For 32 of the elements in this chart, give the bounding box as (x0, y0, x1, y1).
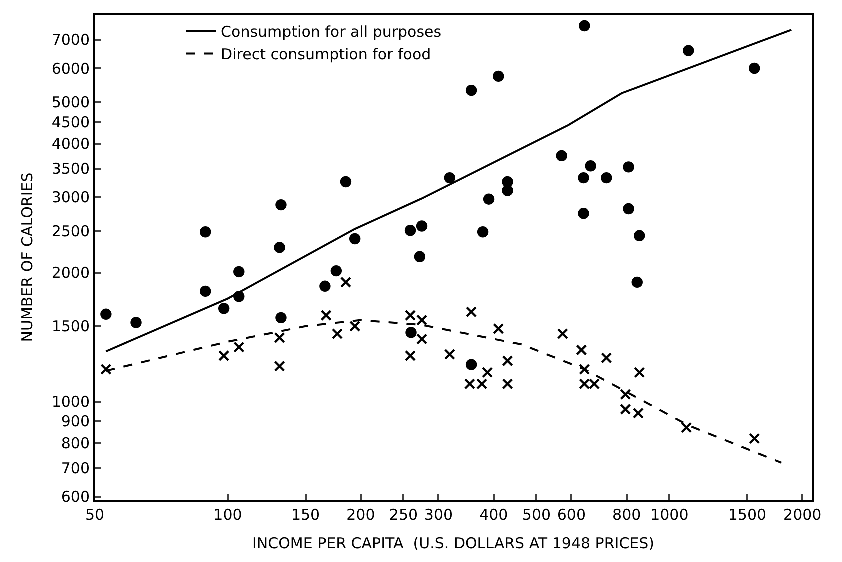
y-tick-label: 2500 (52, 222, 90, 241)
y-axis-title: NUMBER OF CALORIES (18, 172, 37, 342)
y-tick-label: 1500 (52, 318, 90, 336)
x-tick-label: 200 (346, 506, 376, 524)
x-tick-label: 2000 (784, 506, 822, 524)
x-tick-label: 400 (480, 506, 508, 524)
y-tick-label: 7000 (52, 31, 90, 50)
y-tick-label: 5000 (52, 94, 90, 112)
y-tick-label: 800 (61, 434, 90, 453)
x-tick-label: 50 (85, 506, 105, 524)
x-tick-label: 1500 (728, 506, 767, 524)
x-tick-label: 600 (557, 506, 586, 524)
y-tick-label: 4000 (52, 135, 90, 154)
x-axis-title: INCOME PER CAPITA (U.S. DOLLARS AT 1948 PRICES) (252, 534, 655, 552)
x-tick-label: 100 (214, 506, 242, 524)
x-tick-label: 1000 (650, 506, 689, 524)
x-tick-label: 250 (389, 506, 418, 524)
y-tick-label: 6000 (52, 60, 90, 78)
x-tick-label: 500 (522, 506, 552, 524)
y-tick-label: 900 (61, 412, 90, 431)
y-tick-label: 700 (61, 459, 90, 478)
y-tick-label: 3000 (52, 188, 90, 207)
x-tick-label: 800 (612, 506, 642, 524)
legend-label: Direct consumption for food (221, 46, 432, 64)
x-tick-label: 300 (424, 506, 454, 524)
y-tick-label: 2000 (52, 264, 90, 282)
x-tick-label: 150 (291, 506, 320, 524)
y-tick-label: 3500 (52, 160, 90, 178)
y-tick-label: 1000 (52, 393, 90, 412)
y-tick-label: 4500 (52, 113, 90, 132)
legend-label: Consumption for all purposes (221, 23, 442, 42)
y-tick-label: 600 (61, 488, 90, 506)
